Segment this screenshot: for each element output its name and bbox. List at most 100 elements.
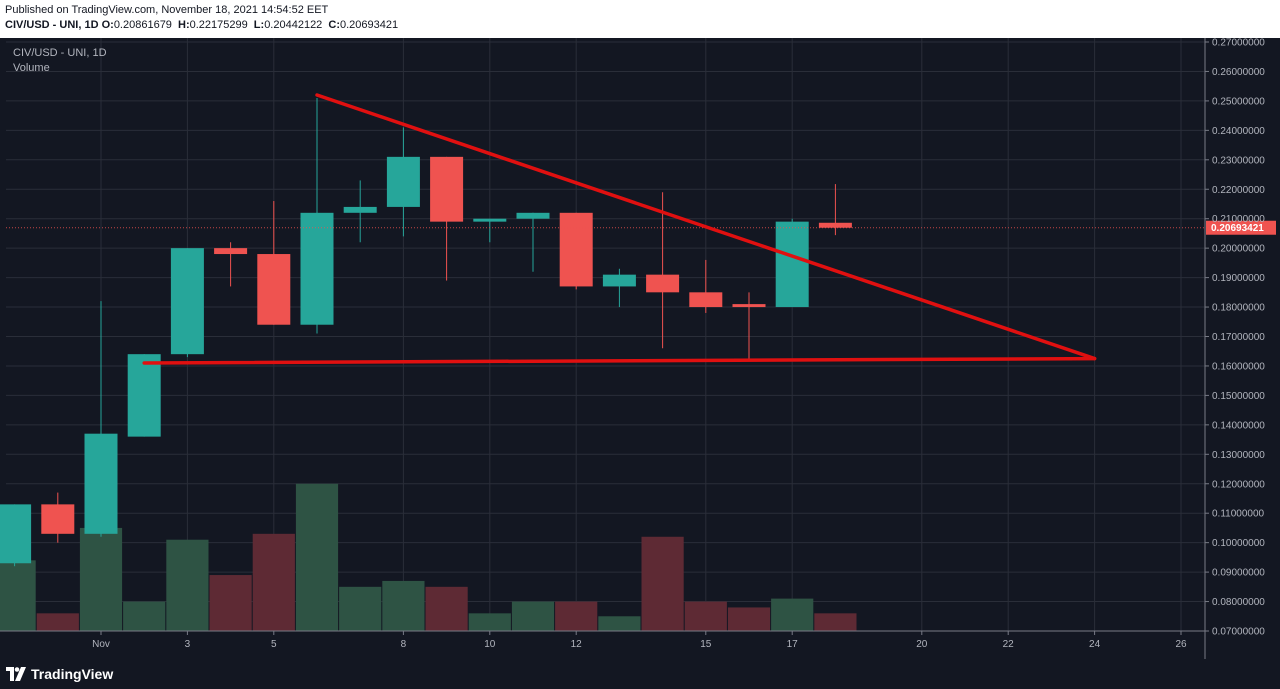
y-tick-label: 0.15000000 [1212,391,1265,402]
y-tick-label: 0.09000000 [1212,568,1265,579]
y-tick-label: 0.23000000 [1212,155,1265,166]
volume-bar [425,586,468,631]
candle-body [473,218,507,222]
candle-body [646,274,680,293]
y-tick-label: 0.17000000 [1212,332,1265,343]
candle-body [386,156,420,207]
volume-bar [252,533,295,631]
ohlc-value: 0.22175299 [189,19,248,31]
y-tick-label: 0.25000000 [1212,96,1265,107]
symbol-line: CIV/USD - UNI, 1D [5,19,99,31]
y-tick-label: 0.10000000 [1212,538,1265,549]
y-tick-label: 0.14000000 [1212,420,1265,431]
y-tick-label: 0.20000000 [1212,244,1265,255]
published-info: Published on TradingView.com, November 1… [5,4,329,16]
ohlc-value: 0.20693421 [339,19,399,31]
price-axis[interactable]: 0.27000000 0.26000000 0.25000000 0.24000000… [1204,38,1265,659]
volume-bar [123,601,166,631]
candlesticks [0,97,852,567]
ohlc-key: H: [174,19,190,31]
candle-body [689,292,723,308]
y-tick-label: 0.13000000 [1212,450,1265,461]
last-price-line: 0.20693421 [6,220,1276,235]
candle-body [732,304,766,308]
ohlc-key: O: [101,19,114,31]
time-axis[interactable]: Nov 3 5 8 10 12 15 17 20 22 24 26 [0,630,1205,650]
last-price-badge [1206,220,1276,235]
candle-body [170,248,204,355]
volume-bar [684,601,727,631]
y-tick-label: 0.11000000 [1212,509,1265,520]
y-tick-label: 0.07000000 [1212,627,1265,638]
volume-bar [166,539,209,631]
x-tick-label: 20 [916,639,928,650]
x-tick-label: 17 [787,639,799,650]
volume-bar [555,601,598,631]
x-tick-label: 24 [1089,639,1101,650]
y-tick-label: 0.21000000 [1212,214,1265,225]
trendline-horizontal-support [142,356,1097,365]
x-tick-label: 22 [1003,639,1015,650]
volume-bar [382,580,425,631]
y-tick-label: 0.19000000 [1212,273,1265,284]
x-tick-label: 3 [185,639,191,650]
ohlc-values: O:0.20861679 H:0.22175299 L:0.20442122 C… [102,19,402,31]
volume-bar [0,560,36,631]
ohlc-value: 0.20442122 [264,19,323,31]
tradingview-logo[interactable]: TradingView [6,666,113,682]
volume-bar [339,586,382,631]
ohlc-key: L: [250,19,265,31]
last-price-label: 0.20693421 [1211,223,1264,234]
volume-bar [814,613,857,631]
x-tick-label: 12 [571,639,583,650]
candle-body [300,212,334,325]
footer: TradingView [0,659,1280,689]
candle-body [818,222,852,228]
grid-lines [6,38,1205,632]
volume-bar [468,613,511,631]
candle-body [0,504,32,564]
volume-bar [771,598,814,631]
ohlc-line: CIV/USD - UNI, 1D O:0.20861679 H:0.22175… [5,19,401,31]
candle-body [775,221,809,308]
y-tick-label: 0.24000000 [1212,126,1265,137]
candle-body [257,254,291,325]
candle-body [516,212,550,219]
volume-bar [295,483,339,631]
x-tick-label: 8 [401,639,407,650]
legend-volume: Volume [13,62,50,74]
trendlines[interactable] [142,93,1097,365]
candle-body [343,206,377,213]
candle-body [127,354,161,437]
candle-body [41,504,75,534]
y-tick-label: 0.12000000 [1212,479,1265,490]
price-chart[interactable]: 0.20693421 0.27000000 0.26000000 0.2500000… [0,38,1280,659]
trendline-descending-resistance [315,93,1097,361]
y-tick-label: 0.22000000 [1212,185,1265,196]
chart-header: Published on TradingView.com, November 1… [0,0,1280,38]
y-tick-label: 0.26000000 [1212,67,1265,78]
candle-body [430,156,464,222]
x-tick-label: 10 [484,639,496,650]
ohlc-key: C: [325,19,340,31]
volume-bar [641,536,684,631]
volume-bar [79,527,123,631]
volume-bar [727,607,771,631]
y-tick-label: 0.27000000 [1212,38,1265,49]
x-tick-label: 15 [700,639,712,650]
legend-symbol: CIV/USD - UNI, 1D [13,47,107,59]
x-tick-label: Nov [92,639,110,650]
y-tick-label: 0.08000000 [1212,597,1265,608]
y-tick-label: 0.18000000 [1212,303,1265,314]
x-tick-label: 26 [1175,639,1187,650]
candle-body [602,274,636,287]
volume-bar [209,575,252,631]
volume-bars [0,483,857,631]
candle-body [214,248,248,255]
volume-bar [36,613,79,631]
candle-body [84,433,118,534]
volume-bar [511,601,555,631]
volume-bar [598,616,641,631]
brand-name: TradingView [31,666,114,682]
chart-area[interactable]: 0.20693421 0.27000000 0.26000000 0.2500000… [0,38,1280,659]
